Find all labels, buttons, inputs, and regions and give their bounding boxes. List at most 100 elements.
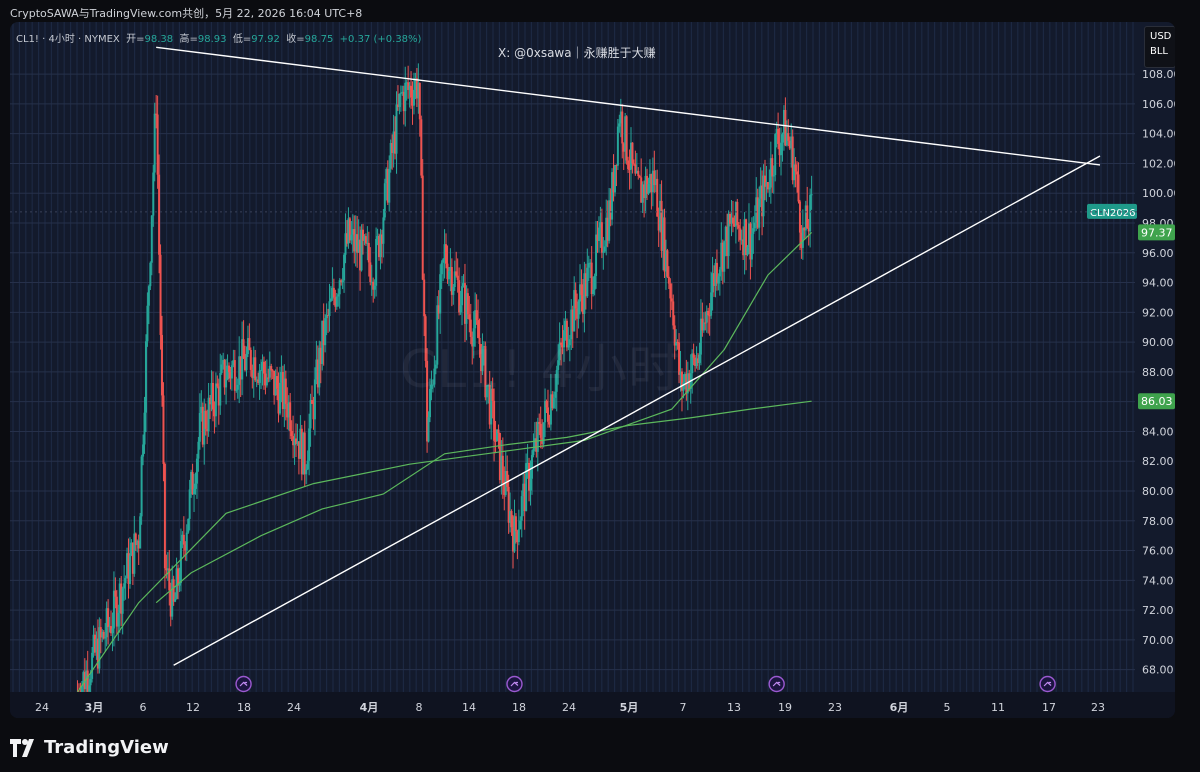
change-value: +0.37 (+0.38%) bbox=[339, 34, 422, 45]
candle-body bbox=[295, 438, 297, 444]
candle-body bbox=[344, 233, 347, 255]
author-tag: X: @0xsawa｜永赚胜于大赚 bbox=[498, 46, 656, 60]
candle-body bbox=[369, 262, 372, 282]
candle-body bbox=[807, 228, 810, 232]
candle-body bbox=[692, 353, 695, 358]
ma-price-label-box bbox=[1138, 224, 1175, 241]
candle-body bbox=[590, 262, 593, 295]
candle-body bbox=[493, 400, 496, 441]
candle-body bbox=[609, 200, 612, 220]
event-marker-icon[interactable] bbox=[768, 675, 785, 693]
candle-body bbox=[412, 89, 415, 106]
candle-body bbox=[715, 262, 718, 284]
y-axis-tick-label: 108.00 bbox=[1142, 68, 1175, 81]
candle-body bbox=[289, 402, 292, 432]
candle-body bbox=[506, 471, 509, 487]
candle-body bbox=[724, 226, 727, 242]
candle-body bbox=[606, 217, 609, 241]
candle-body bbox=[443, 244, 446, 260]
candle-body bbox=[171, 579, 174, 617]
candle-body bbox=[437, 305, 440, 314]
candle-body bbox=[653, 170, 656, 186]
candle-body bbox=[211, 382, 214, 410]
candle-body bbox=[258, 370, 261, 383]
event-marker-icon[interactable] bbox=[1039, 675, 1056, 693]
candle-body bbox=[478, 337, 481, 345]
candle-body bbox=[500, 455, 503, 481]
candle-body bbox=[637, 170, 640, 177]
candle-body bbox=[714, 262, 717, 286]
y-axis-tick-label: 70.00 bbox=[1142, 634, 1174, 647]
candle-body bbox=[788, 140, 791, 149]
x-axis-tick-label: 17 bbox=[1042, 701, 1056, 714]
candle-body bbox=[447, 271, 450, 280]
candle-body bbox=[262, 361, 265, 374]
candle-body bbox=[204, 410, 207, 429]
candle-body bbox=[115, 596, 118, 627]
price-chart[interactable]: 108.00106.00104.00102.00100.0098.0096.00… bbox=[10, 22, 1175, 718]
price-unit-selector[interactable]: USD BLL bbox=[1144, 26, 1175, 68]
event-marker-glyph bbox=[772, 681, 781, 687]
candle-body bbox=[592, 289, 595, 295]
candle-body bbox=[249, 350, 252, 370]
candle-body bbox=[389, 142, 392, 169]
candle-body bbox=[622, 143, 625, 152]
candle-body bbox=[675, 341, 678, 346]
candle-body bbox=[331, 287, 334, 299]
y-axis-tick-label: 72.00 bbox=[1142, 604, 1174, 617]
x-axis-tick-label: 6 bbox=[140, 701, 147, 714]
candle-body bbox=[806, 205, 809, 229]
candle-body bbox=[120, 583, 123, 614]
candle-body bbox=[446, 263, 449, 280]
candle-body bbox=[542, 422, 545, 444]
x-axis-tick-label: 11 bbox=[991, 701, 1005, 714]
y-axis-tick-label: 94.00 bbox=[1142, 277, 1174, 290]
candle-body bbox=[621, 111, 624, 144]
candle-body bbox=[568, 339, 571, 346]
candle-body bbox=[756, 197, 759, 228]
candle-body bbox=[507, 486, 510, 523]
event-marker-icon[interactable] bbox=[235, 675, 252, 693]
candle-body bbox=[260, 370, 263, 372]
candle-body bbox=[526, 462, 529, 464]
event-marker-glyph bbox=[1043, 681, 1052, 687]
candle-body bbox=[546, 407, 549, 422]
candle-body bbox=[654, 178, 657, 186]
candle-body bbox=[466, 293, 469, 315]
candle-body bbox=[710, 292, 713, 316]
candle-body bbox=[168, 568, 171, 591]
upper-trendline[interactable] bbox=[156, 46, 1101, 166]
candle-body bbox=[297, 441, 300, 459]
candle-body bbox=[745, 219, 748, 255]
tradingview-logo[interactable]: TradingView bbox=[10, 737, 169, 758]
open-value: 98.38 bbox=[144, 34, 174, 45]
candle-body bbox=[248, 338, 251, 351]
y-axis-tick-label: 104.00 bbox=[1142, 128, 1175, 141]
symbol-watermark: CL1! 4小时 bbox=[400, 340, 681, 400]
candle-body bbox=[680, 371, 683, 391]
event-marker-icon[interactable] bbox=[506, 675, 523, 693]
candle-body bbox=[194, 483, 197, 489]
x-axis-tick-label: 5 bbox=[944, 701, 951, 714]
candle-body bbox=[517, 529, 520, 543]
y-axis-tick-label: 74.00 bbox=[1142, 574, 1174, 587]
chart-panel[interactable]: 108.00106.00104.00102.00100.0098.0096.00… bbox=[10, 22, 1175, 718]
candle-body bbox=[118, 583, 121, 613]
candle-body bbox=[455, 271, 458, 276]
candle-body bbox=[613, 165, 616, 193]
candle-body bbox=[790, 136, 793, 149]
candle-body bbox=[315, 359, 318, 380]
candle-body bbox=[746, 247, 749, 255]
candle-body bbox=[379, 234, 382, 258]
candle-body bbox=[768, 187, 771, 190]
candle-body bbox=[459, 305, 462, 313]
candle-body bbox=[747, 223, 750, 248]
y-axis-tick-label: 78.00 bbox=[1142, 515, 1174, 528]
candle-body bbox=[402, 91, 405, 112]
short-moving-average-line bbox=[77, 231, 813, 693]
lower-trendline[interactable] bbox=[173, 155, 1101, 666]
candle-body bbox=[407, 82, 410, 90]
x-axis-tick-label: 24 bbox=[287, 701, 301, 714]
candle-body bbox=[791, 136, 794, 181]
candle-body bbox=[695, 358, 698, 366]
